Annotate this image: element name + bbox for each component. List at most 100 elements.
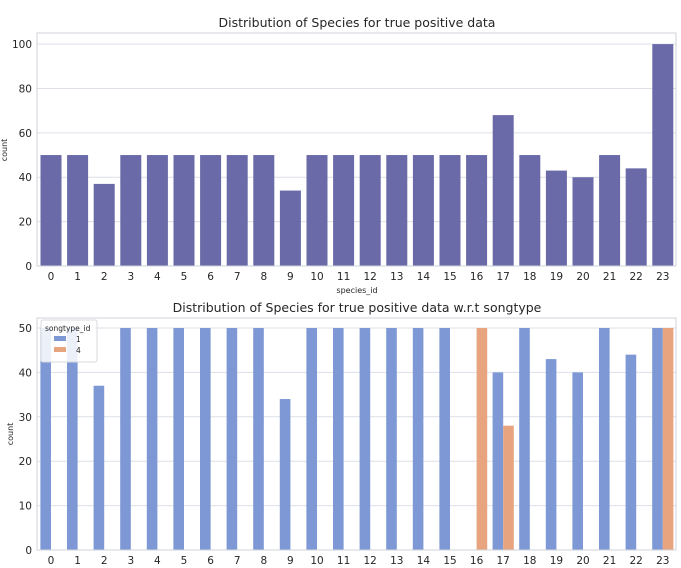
bar-series-1 [146, 328, 158, 550]
x-tick-label: 14 [417, 555, 431, 567]
bar [226, 155, 248, 266]
x-tick-label: 21 [603, 271, 616, 283]
x-tick-label: 22 [630, 271, 643, 283]
x-tick-label: 8 [260, 271, 267, 283]
y-tick-label: 40 [19, 172, 32, 184]
x-tick-label: 19 [550, 555, 563, 567]
x-tick-label: 20 [576, 271, 589, 283]
legend-label-4: 4 [76, 346, 81, 355]
bar-series-1 [439, 328, 450, 550]
bar [359, 155, 381, 266]
x-tick-label: 11 [337, 555, 350, 567]
bar [572, 177, 594, 266]
bar-series-1 [519, 328, 530, 550]
bar-series-1 [253, 328, 264, 550]
x-tick-label: 18 [523, 271, 536, 283]
x-tick-label: 9 [287, 271, 294, 283]
y-axis-label: count [0, 139, 9, 162]
bar-series-1 [625, 354, 637, 550]
x-tick-label: 0 [48, 555, 55, 567]
bar [599, 155, 621, 266]
chart-species-distribution: Distribution of Species for true positiv… [0, 15, 677, 295]
bar-series-4 [476, 328, 488, 550]
x-tick-labels: 0 1 2 3 4 5 6 7 8 9 10 11 12 13 14 15 16 17 18 19 20 21 22 23 [48, 555, 670, 567]
bar-series-1 [333, 328, 344, 550]
legend-title: songtype_id [45, 324, 91, 333]
bar-series-1 [93, 385, 105, 550]
x-tick-label: 6 [207, 555, 214, 567]
x-tick-label: 14 [417, 271, 431, 283]
bar-group [40, 328, 674, 550]
bar [253, 155, 275, 266]
x-tick-label: 8 [260, 555, 267, 567]
x-tick-label: 18 [523, 555, 536, 567]
bar [466, 155, 488, 266]
legend-label-1: 1 [76, 335, 81, 344]
bar [40, 155, 62, 266]
x-tick-label: 11 [337, 271, 350, 283]
bar-series-1 [599, 328, 610, 550]
x-tick-label: 7 [234, 271, 241, 283]
bar-series-1 [545, 359, 557, 550]
x-tick-labels: 0 1 2 3 4 5 6 7 8 9 10 11 12 13 14 15 16 17 18 19 20 21 22 23 [48, 271, 670, 283]
x-tick-label: 15 [443, 271, 456, 283]
y-tick-label: 80 [19, 83, 32, 95]
y-tick-label: 10 [19, 501, 32, 513]
y-tick-label: 20 [19, 217, 32, 229]
y-tick-labels: 0 10 20 30 40 50 [19, 323, 32, 557]
x-tick-label: 23 [656, 271, 669, 283]
x-tick-label: 4 [154, 555, 161, 567]
x-tick-label: 20 [576, 555, 589, 567]
bar-series-1 [652, 328, 663, 550]
bar-series-1 [306, 328, 317, 550]
x-tick-label: 13 [390, 555, 403, 567]
y-tick-label: 60 [19, 128, 32, 140]
bar-series-1 [226, 328, 238, 550]
y-tick-label: 0 [25, 261, 32, 273]
bar-series-1 [359, 328, 371, 550]
x-axis-label: species_id [336, 286, 377, 295]
bar [652, 44, 674, 266]
bar [93, 183, 115, 266]
x-tick-label: 21 [603, 555, 616, 567]
chart-species-by-songtype: Distribution of Species for true positiv… [6, 300, 677, 567]
x-tick-label: 5 [181, 555, 188, 567]
x-tick-label: 6 [207, 271, 214, 283]
y-axis-label: count [6, 423, 15, 446]
legend-swatch-4 [54, 347, 66, 352]
x-tick-label: 2 [101, 271, 108, 283]
plot-frame [36, 317, 677, 551]
bar [306, 155, 328, 266]
x-tick-label: 0 [48, 271, 55, 283]
plot-frame [36, 32, 677, 267]
x-tick-label: 13 [390, 271, 403, 283]
x-tick-label: 23 [656, 555, 669, 567]
bar-series-1 [572, 372, 583, 550]
x-tick-label: 19 [550, 271, 563, 283]
bar [412, 155, 434, 266]
x-tick-label: 22 [630, 555, 643, 567]
bar-series-4 [662, 328, 674, 550]
x-tick-label: 3 [127, 555, 134, 567]
x-tick-label: 5 [181, 271, 188, 283]
x-tick-label: 12 [364, 555, 377, 567]
y-tick-label: 0 [25, 545, 32, 557]
gridlines [37, 327, 676, 551]
bar [492, 115, 514, 266]
x-tick-label: 17 [497, 555, 510, 567]
bar-group [40, 44, 674, 266]
bar-series-1 [200, 328, 211, 550]
x-tick-label: 4 [154, 271, 161, 283]
bar [545, 170, 567, 266]
bar [279, 190, 301, 266]
x-tick-label: 2 [101, 555, 108, 567]
bar-series-1 [279, 399, 291, 550]
legend-swatch-1 [54, 336, 66, 341]
bar [200, 155, 222, 266]
legend: songtype_id 1 4 [40, 319, 98, 363]
bar [333, 155, 355, 266]
x-tick-label: 3 [127, 271, 134, 283]
bar-series-1 [386, 328, 397, 550]
y-tick-label: 40 [19, 367, 32, 379]
